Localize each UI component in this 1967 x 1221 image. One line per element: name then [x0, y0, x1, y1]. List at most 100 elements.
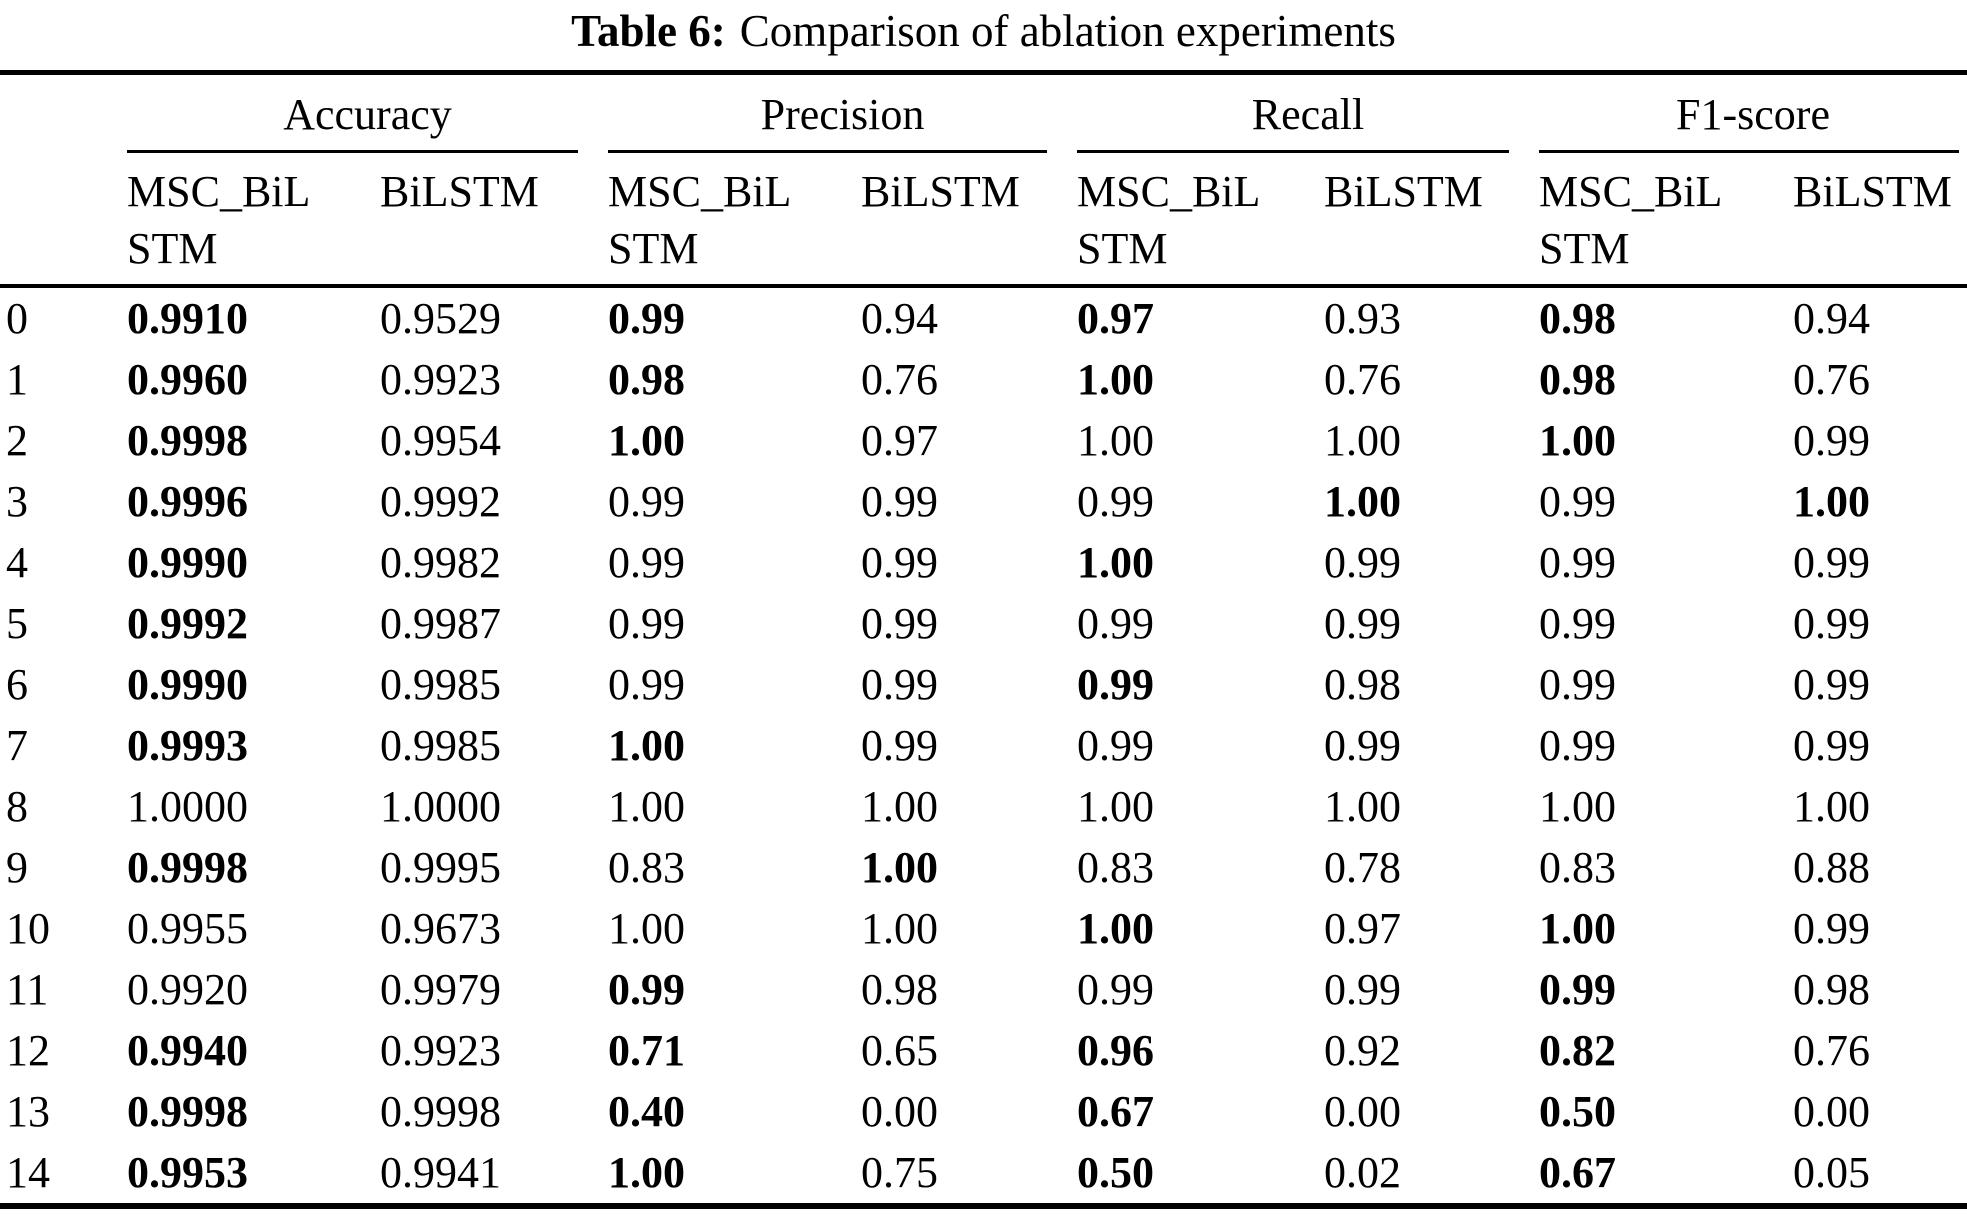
table-cell: 0.9992	[380, 477, 501, 526]
table-cell: 0.83	[1077, 843, 1154, 892]
row-index: 4	[6, 538, 28, 587]
table-cell: 1.00	[608, 782, 685, 831]
row-index: 7	[6, 721, 28, 770]
table-cell: 0.99	[1324, 721, 1401, 770]
table-cell: 1.00	[1793, 477, 1870, 526]
table-cell: 1.00	[1539, 416, 1616, 465]
table-cell: 0.99	[1077, 965, 1154, 1014]
table-cell: 0.00	[861, 1087, 938, 1136]
table-cell: 0.78	[1324, 843, 1401, 892]
subheader-recall-msc-bilstm: MSC_BiL STM	[1077, 167, 1261, 273]
table-cell: 0.98	[1539, 294, 1616, 343]
table-cell: 1.00	[861, 843, 938, 892]
table-cell: 0.65	[861, 1026, 938, 1075]
table-cell: 0.9985	[380, 660, 501, 709]
table-cell: 0.99	[861, 660, 938, 709]
top-rule	[0, 70, 1967, 75]
table-cell: 0.99	[1539, 721, 1616, 770]
table-cell: 0.9955	[127, 904, 248, 953]
table-cell: 1.0000	[127, 782, 248, 831]
row-index: 5	[6, 599, 28, 648]
table-cell: 0.97	[1324, 904, 1401, 953]
table-cell: 0.99	[1324, 599, 1401, 648]
table-cell: 0.88	[1793, 843, 1870, 892]
table-cell: 0.9940	[127, 1026, 248, 1075]
header-spacer	[0, 75, 127, 153]
table-cell: 0.93	[1324, 294, 1401, 343]
row-index: 6	[6, 660, 28, 709]
table-cell: 0.9954	[380, 416, 501, 465]
table-cell: 0.71	[608, 1026, 685, 1075]
table-caption-text: Comparison of ablation experiments	[739, 6, 1396, 56]
row-index: 13	[6, 1087, 50, 1136]
table-cell: 0.9990	[127, 660, 248, 709]
group-header-accuracy: Accuracy	[127, 75, 608, 153]
row-index: 12	[6, 1026, 50, 1075]
subheader-accuracy-bilstm: BiLSTM	[380, 167, 539, 216]
table-cell: 0.99	[608, 538, 685, 587]
table-caption-label: Table 6:	[571, 6, 726, 56]
table-cell: 1.00	[608, 416, 685, 465]
table-cell: 0.99	[1793, 904, 1870, 953]
table-cell: 0.99	[861, 721, 938, 770]
table-cell: 0.9998	[127, 1087, 248, 1136]
header-rule	[0, 284, 1967, 288]
table-cell: 0.99	[1324, 965, 1401, 1014]
row-index: 3	[6, 477, 28, 526]
table-cell: 1.00	[1324, 477, 1401, 526]
table-cell: 0.99	[1793, 721, 1870, 770]
table-cell: 1.00	[1077, 416, 1154, 465]
table-cell: 0.99	[1539, 538, 1616, 587]
table-cell: 0.50	[1077, 1148, 1154, 1197]
cmidrule-precision	[608, 150, 1047, 153]
table-cell: 1.00	[1324, 782, 1401, 831]
group-header-precision: Precision	[608, 75, 1077, 153]
table-cell: 0.99	[1077, 599, 1154, 648]
table-cell: 0.98	[608, 355, 685, 404]
group-header-label: F1-score	[1676, 89, 1830, 139]
table-cell: 0.9996	[127, 477, 248, 526]
table-cell: 0.75	[861, 1148, 938, 1197]
table-cell: 1.00	[861, 782, 938, 831]
table-cell: 0.99	[1539, 599, 1616, 648]
table-cell: 0.99	[608, 294, 685, 343]
table-cell: 0.9992	[127, 599, 248, 648]
table-cell: 1.00	[1539, 782, 1616, 831]
table-cell: 0.99	[1539, 965, 1616, 1014]
table-cell: 0.67	[1077, 1087, 1154, 1136]
group-header-f1-score: F1-score	[1539, 75, 1967, 153]
table-cell: 0.99	[1793, 660, 1870, 709]
table-cell: 0.00	[1324, 1087, 1401, 1136]
table-cell: 0.9979	[380, 965, 501, 1014]
table-cell: 0.99	[608, 965, 685, 1014]
table-cell: 0.9910	[127, 294, 248, 343]
table-cell: 0.9953	[127, 1148, 248, 1197]
subheader-precision-bilstm: BiLSTM	[861, 167, 1020, 216]
table-cell: 0.9998	[127, 843, 248, 892]
table-caption: Table 6: Comparison of ablation experimen…	[0, 0, 1967, 62]
table-cell: 0.99	[1793, 538, 1870, 587]
row-index: 0	[6, 294, 28, 343]
table-cell: 1.00	[608, 721, 685, 770]
table-cell: 0.99	[861, 477, 938, 526]
table-cell: 1.00	[1077, 904, 1154, 953]
row-index: 11	[6, 965, 49, 1014]
row-index: 1	[6, 355, 28, 404]
table-cell: 0.82	[1539, 1026, 1616, 1075]
table-cell: 0.99	[608, 477, 685, 526]
table-cell: 0.9673	[380, 904, 501, 953]
group-header-label: Accuracy	[283, 89, 452, 139]
table-cell: 1.00	[1539, 904, 1616, 953]
table-cell: 0.98	[1539, 355, 1616, 404]
table-cell: 0.9993	[127, 721, 248, 770]
table-cell: 1.00	[1793, 782, 1870, 831]
table-cell: 0.98	[1324, 660, 1401, 709]
subheader-precision-msc-bilstm: MSC_BiL STM	[608, 167, 792, 273]
table-cell: 1.00	[861, 904, 938, 953]
table-cell: 1.00	[1077, 355, 1154, 404]
table-cell: 1.00	[1077, 782, 1154, 831]
table-cell: 0.99	[1539, 660, 1616, 709]
table-cell: 0.99	[1793, 416, 1870, 465]
row-index: 8	[6, 782, 28, 831]
